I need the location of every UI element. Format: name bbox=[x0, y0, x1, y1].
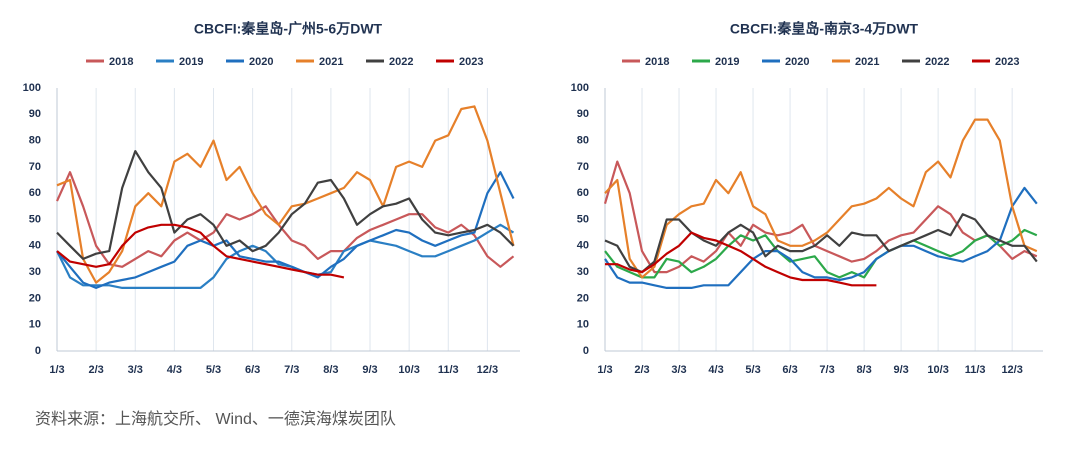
legend-label: 2020 bbox=[785, 56, 809, 68]
series-line bbox=[604, 228, 1038, 279]
series-line bbox=[604, 118, 1038, 279]
series-line bbox=[604, 213, 1038, 274]
legend-label: 2018 bbox=[645, 56, 669, 68]
series-line bbox=[56, 223, 345, 279]
y-tick-label: 20 bbox=[29, 292, 41, 304]
legend-label: 2019 bbox=[179, 56, 203, 68]
x-tick-label: 1/3 bbox=[49, 364, 64, 376]
chart-title: CBCFI:秦皇岛-广州5-6万DWT bbox=[194, 21, 383, 37]
x-tick-label: 6/3 bbox=[245, 364, 260, 376]
legend-label: 2019 bbox=[715, 56, 739, 68]
y-tick-label: 30 bbox=[577, 266, 589, 278]
y-tick-label: 100 bbox=[23, 82, 41, 94]
legend-label: 2018 bbox=[109, 56, 133, 68]
series-line bbox=[56, 171, 515, 289]
series-line bbox=[56, 105, 515, 284]
legend-label: 2023 bbox=[995, 56, 1019, 68]
y-tick-label: 50 bbox=[577, 213, 589, 225]
x-tick-label: 12/3 bbox=[477, 364, 498, 376]
x-tick-label: 8/3 bbox=[323, 364, 338, 376]
x-tick-label: 6/3 bbox=[782, 364, 797, 376]
y-tick-label: 50 bbox=[29, 213, 41, 225]
x-tick-label: 2/3 bbox=[634, 364, 649, 376]
series-line bbox=[605, 231, 877, 287]
y-tick-label: 40 bbox=[29, 240, 41, 252]
series-line bbox=[604, 186, 1038, 289]
y-tick-label: 10 bbox=[577, 319, 589, 331]
x-tick-label: 10/3 bbox=[927, 364, 948, 376]
x-tick-label: 8/3 bbox=[856, 364, 871, 376]
y-tick-label: 20 bbox=[577, 292, 589, 304]
y-tick-label: 100 bbox=[571, 82, 589, 94]
x-tick-label: 7/3 bbox=[284, 364, 299, 376]
series-line bbox=[55, 171, 515, 268]
y-tick-label: 70 bbox=[29, 161, 41, 173]
x-tick-label: 4/3 bbox=[167, 364, 182, 376]
x-tick-label: 5/3 bbox=[745, 364, 760, 376]
x-tick-label: 9/3 bbox=[362, 364, 377, 376]
legend-label: 2022 bbox=[389, 56, 413, 68]
x-tick-label: 1/3 bbox=[597, 364, 612, 376]
x-tick-label: 11/3 bbox=[438, 364, 459, 376]
y-tick-label: 40 bbox=[577, 240, 589, 252]
chart-title: CBCFI:秦皇岛-南京3-4万DWT bbox=[730, 21, 919, 37]
x-tick-label: 5/3 bbox=[206, 364, 221, 376]
y-tick-label: 70 bbox=[577, 161, 589, 173]
y-tick-label: 80 bbox=[577, 135, 589, 147]
y-tick-label: 90 bbox=[29, 108, 41, 120]
y-tick-label: 60 bbox=[577, 187, 589, 199]
x-tick-label: 7/3 bbox=[819, 364, 834, 376]
x-tick-label: 9/3 bbox=[893, 364, 908, 376]
y-tick-label: 0 bbox=[35, 345, 41, 357]
legend-label: 2020 bbox=[249, 56, 273, 68]
x-tick-label: 3/3 bbox=[671, 364, 686, 376]
series-line bbox=[56, 150, 515, 260]
y-tick-label: 90 bbox=[577, 108, 589, 120]
y-tick-label: 0 bbox=[583, 345, 589, 357]
y-tick-label: 60 bbox=[29, 187, 41, 199]
legend-label: 2021 bbox=[319, 56, 343, 68]
legend-label: 2021 bbox=[855, 56, 879, 68]
x-tick-label: 11/3 bbox=[965, 364, 986, 376]
x-tick-label: 2/3 bbox=[88, 364, 103, 376]
x-tick-label: 4/3 bbox=[708, 364, 723, 376]
source-note: 资料来源：上海航交所、 Wind、一德滨海煤炭团队 bbox=[35, 410, 396, 428]
y-tick-label: 80 bbox=[29, 135, 41, 147]
x-tick-label: 3/3 bbox=[128, 364, 143, 376]
x-tick-label: 12/3 bbox=[1001, 364, 1022, 376]
legend-label: 2023 bbox=[459, 56, 483, 68]
x-tick-label: 10/3 bbox=[398, 364, 419, 376]
y-tick-label: 30 bbox=[29, 266, 41, 278]
y-tick-label: 10 bbox=[29, 319, 41, 331]
series-line bbox=[603, 160, 1038, 274]
series-line bbox=[56, 223, 515, 289]
legend-label: 2022 bbox=[925, 56, 949, 68]
